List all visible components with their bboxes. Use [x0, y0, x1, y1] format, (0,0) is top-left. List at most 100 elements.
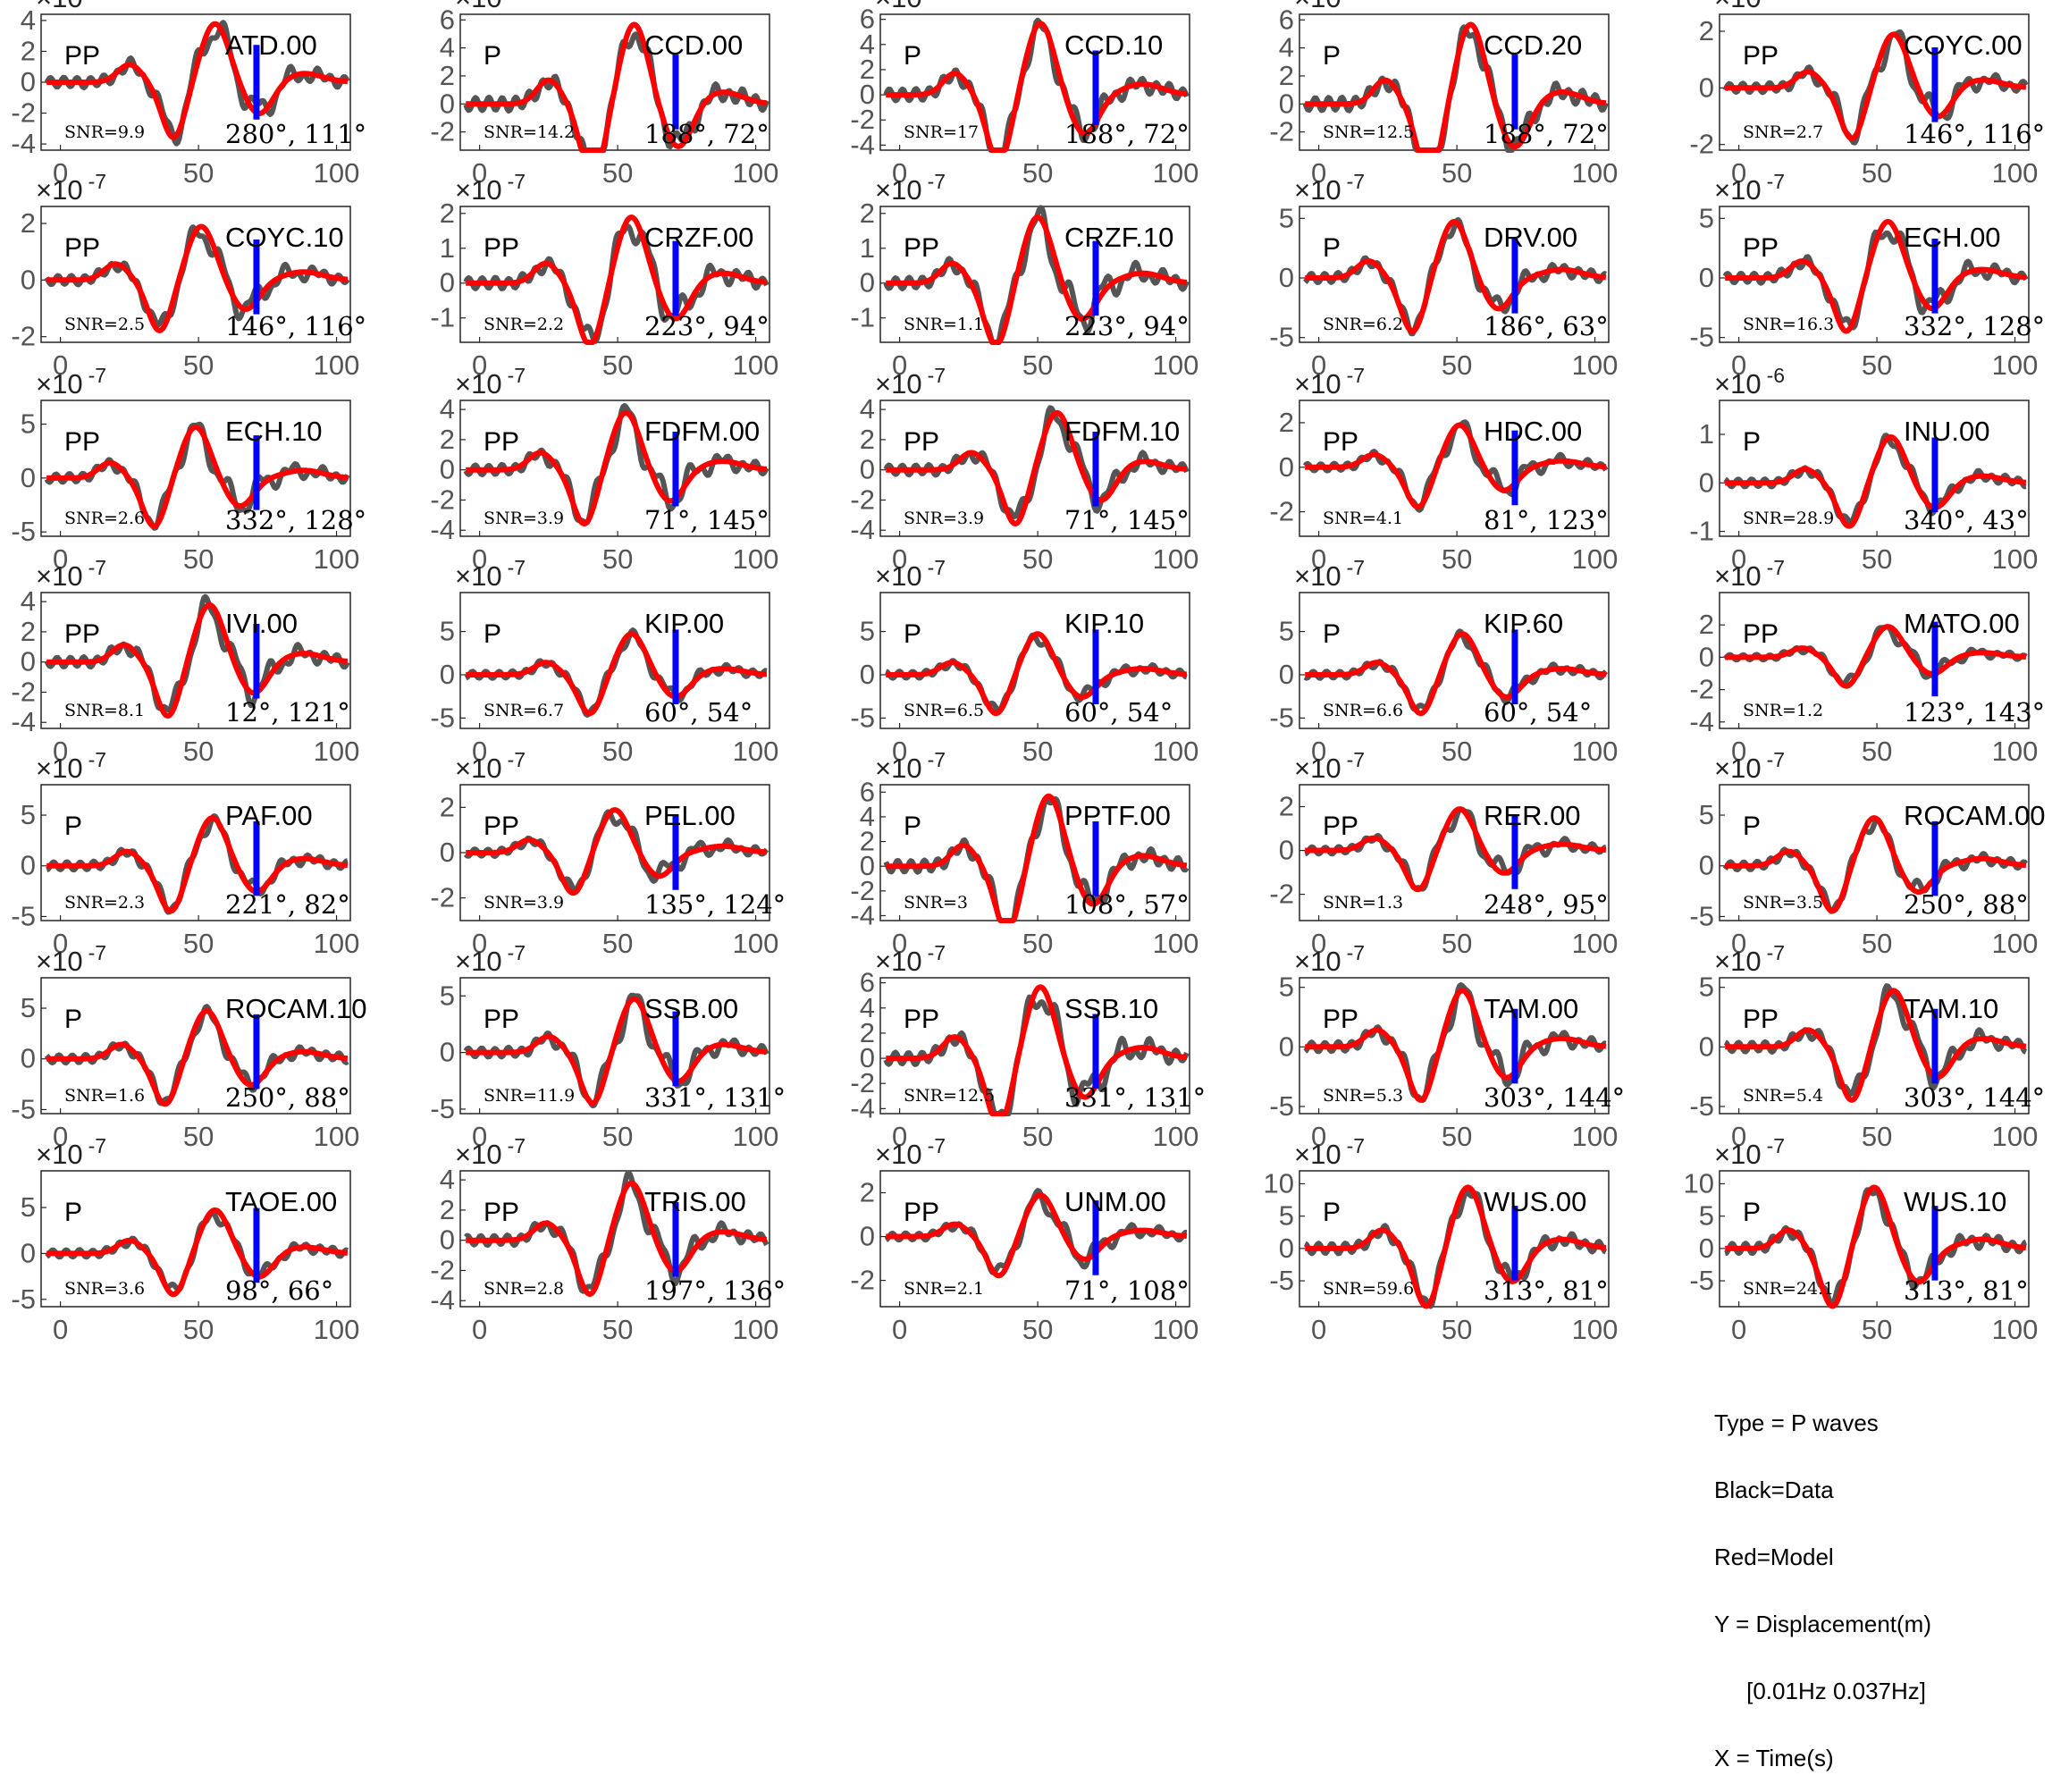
phase-label: PP: [484, 233, 519, 263]
station-label: COYC.10: [225, 222, 344, 253]
snr-label: SNR=3.9: [484, 893, 564, 913]
y-tick-label: 2: [860, 1017, 875, 1048]
y-tick-label: 0: [860, 1221, 875, 1252]
x-tick-label: 50: [1022, 928, 1053, 959]
y-tick-label: 6: [860, 4, 875, 35]
x-tick-label: 0: [53, 1121, 68, 1152]
y-exponent-label: ×10-7: [1714, 941, 1785, 977]
x-tick-label: 100: [314, 157, 360, 189]
phase-label: PP: [1743, 1005, 1779, 1034]
y-tick-label: 0: [1279, 451, 1294, 483]
axes-box: [879, 206, 1190, 343]
snr-label: SNR=12.5: [904, 1086, 995, 1106]
x-tick-label: 0: [892, 157, 907, 189]
data-trace: [44, 20, 350, 147]
y-exponent-label: ×10-7: [1294, 1134, 1365, 1170]
x-tick-label: 50: [1442, 157, 1472, 189]
y-tick-label: 6: [1279, 4, 1294, 35]
y-tick-label: -2: [850, 1265, 875, 1296]
snr-label: SNR=14.2: [484, 122, 575, 142]
phase-label: PP: [64, 427, 100, 457]
station-label: ECH.10: [225, 416, 323, 447]
y-tick-label: -4: [430, 1284, 455, 1316]
x-tick-label: 100: [314, 1121, 360, 1152]
x-tick-label: 100: [314, 1314, 360, 1345]
axes-box: [1719, 784, 2030, 921]
y-tick-label: 0: [1279, 659, 1294, 690]
phase-label: P: [484, 41, 501, 71]
x-tick-label: 50: [183, 349, 214, 381]
station-label: DRV.00: [1484, 222, 1577, 253]
x-tick-label: 100: [733, 1314, 779, 1345]
azimuth-label: 303°, 144°: [1484, 1082, 1625, 1113]
y-tick-label: 2: [860, 826, 875, 857]
y-tick-label: -4: [850, 899, 875, 930]
y-tick-label: -2: [850, 484, 875, 515]
y-tick-label: 5: [1699, 799, 1714, 830]
y-tick-label: -5: [850, 702, 875, 733]
legend-data-line: Black=Data: [1714, 1477, 1834, 1503]
x-tick-label: 50: [1442, 928, 1472, 959]
y-exponent-label: ×10-7: [1294, 556, 1365, 592]
model-trace: [1303, 631, 1608, 717]
y-tick-label: 0: [1699, 850, 1714, 881]
snr-label: SNR=3.5: [1743, 893, 1823, 913]
station-label: ATD.00: [225, 29, 317, 61]
phase-label: P: [904, 812, 921, 841]
snr-label: SNR=5.4: [1743, 1086, 1823, 1106]
y-tick-label: 5: [860, 616, 875, 647]
x-tick-label: 0: [892, 736, 907, 767]
azimuth-label: 223°, 94°: [1064, 311, 1190, 341]
x-tick-label: 50: [1022, 1314, 1053, 1345]
station-label: TRIS.00: [644, 1186, 746, 1217]
y-tick-label: 4: [440, 1164, 455, 1195]
x-tick-label: 100: [1153, 543, 1199, 575]
x-tick-label: 100: [733, 157, 779, 189]
axes-box: [879, 977, 1190, 1115]
snr-label: SNR=5.3: [1323, 1086, 1403, 1106]
model-trace: [45, 424, 349, 529]
model-trace: [1723, 624, 2028, 689]
x-tick-label: 100: [733, 736, 779, 767]
y-tick-label: 5: [1279, 616, 1294, 647]
y-tick-label: -4: [11, 128, 36, 159]
x-tick-label: 0: [892, 1121, 907, 1152]
phase-label: PP: [904, 233, 939, 263]
x-tick-label: 50: [1022, 736, 1053, 767]
y-tick-label: 0: [860, 79, 875, 110]
y-tick-label: 2: [440, 198, 455, 229]
y-tick-label: 0: [440, 837, 455, 868]
snr-label: SNR=9.9: [64, 122, 145, 142]
x-tick-label: 0: [892, 543, 907, 575]
y-tick-label: 0: [21, 1043, 36, 1074]
azimuth-label: 81°, 123°: [1484, 505, 1609, 535]
snr-label: SNR=8.1: [64, 701, 145, 720]
x-tick-label: 0: [472, 1314, 487, 1345]
phase-label: P: [1323, 619, 1341, 649]
y-tick-label: 0: [1699, 467, 1714, 498]
legend-y-line: Y = Displacement(m): [1714, 1611, 1931, 1637]
model-trace: [45, 1008, 349, 1107]
axes-box: [40, 1170, 351, 1308]
y-tick-label: 2: [1699, 609, 1714, 640]
x-tick-label: 50: [1022, 349, 1053, 381]
azimuth-label: 332°, 128°: [1904, 311, 2045, 341]
model-trace: [464, 631, 769, 717]
azimuth-label: 332°, 128°: [225, 505, 366, 535]
y-tick-label: 0: [21, 1237, 36, 1268]
y-tick-label: -4: [430, 514, 455, 545]
y-tick-label: -5: [1269, 322, 1294, 353]
y-tick-label: 5: [1699, 972, 1714, 1003]
azimuth-label: 108°, 57°: [1064, 889, 1190, 920]
snr-label: SNR=12.5: [1323, 122, 1414, 142]
station-label: WUS.00: [1484, 1186, 1586, 1217]
x-tick-label: 50: [1862, 543, 1892, 575]
x-tick-label: 100: [1992, 349, 2039, 381]
